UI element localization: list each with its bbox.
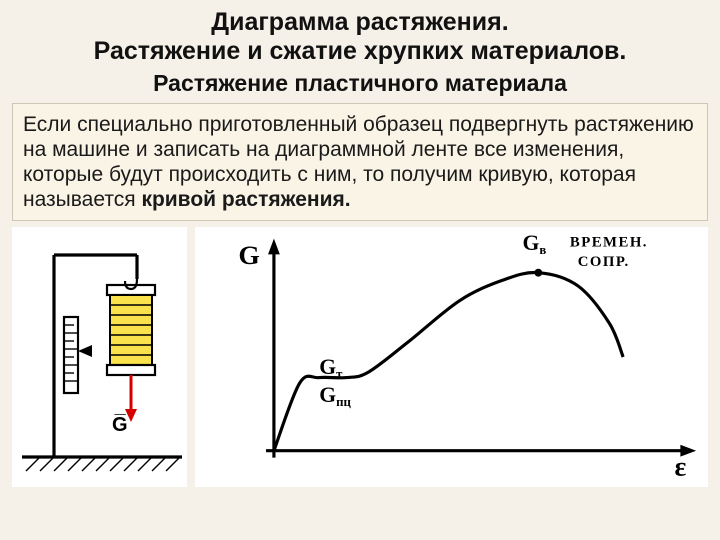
page-root: Диаграмма растяжения.Растяжение и сжатие… <box>0 0 720 540</box>
x-axis-label: ε <box>674 451 686 482</box>
page-subtitle: Растяжение пластичного материала <box>12 70 708 97</box>
description-panel: Если специально приготовленный образец п… <box>12 103 708 222</box>
force-label: G̅ <box>112 414 128 436</box>
tensile-sample <box>110 295 152 365</box>
desc-part1: Если специально приготовленный образец п… <box>23 113 694 212</box>
annotation-text: ВРЕМЕН. <box>570 235 648 251</box>
stress-strain-chart: G ε GпцGтGв ВРЕМЕН.СОПР. <box>195 227 708 487</box>
figures-row: G̅ <box>12 227 708 487</box>
page-title: Диаграмма растяжения.Растяжение и сжатие… <box>12 8 708 66</box>
annotation-text: СОПР. <box>578 254 630 270</box>
left-bg <box>12 227 187 487</box>
chart-bg <box>195 229 708 486</box>
desc-bold: кривой растяжения. <box>141 188 350 211</box>
peak-marker <box>534 269 542 277</box>
title-line1: Диаграмма растяжения.Растяжение и сжатие… <box>94 8 627 65</box>
tensile-machine-figure: G̅ <box>12 227 187 487</box>
y-axis-label: G <box>238 240 259 271</box>
